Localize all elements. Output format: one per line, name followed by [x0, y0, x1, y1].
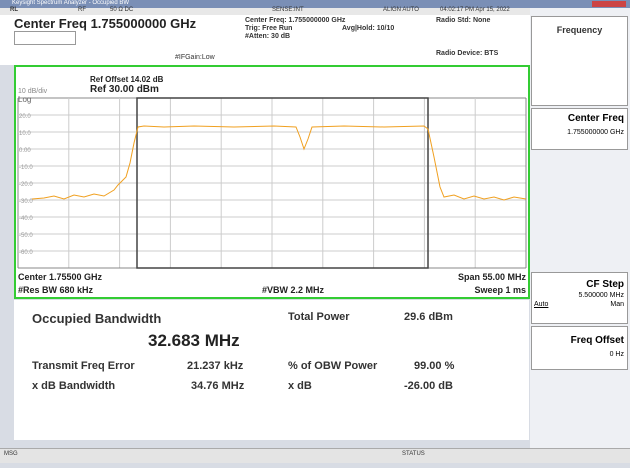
- xdb-label: x dB: [288, 380, 312, 392]
- obw-pct-value: 99.00 %: [414, 360, 455, 372]
- impedance: 50 Ω DC: [110, 7, 134, 13]
- sense: SENSE:INT: [272, 7, 304, 13]
- measurement-box: [136, 97, 429, 269]
- scale: 10 dB/div: [18, 88, 48, 95]
- total-power-value: 29.6 dBm: [404, 311, 453, 323]
- y-axis-label: -50.0: [19, 233, 33, 239]
- res-bw: #Res BW 680 kHz: [18, 285, 94, 295]
- menu-title: Frequency: [531, 16, 628, 106]
- header: [0, 15, 530, 65]
- softkey-value: 1.755000000 GHz: [567, 129, 624, 136]
- atten: #Atten: 30 dB: [245, 33, 291, 40]
- title-bar: [0, 0, 630, 8]
- y-axis-label: -10.0: [19, 165, 33, 171]
- man-option[interactable]: Man: [610, 301, 624, 308]
- time: 04:02:17 PM Apr 15, 2022: [440, 7, 510, 13]
- y-axis-label: -30.0: [19, 199, 33, 205]
- bottom-bar: [0, 448, 630, 463]
- softkey-label: Freq Offset: [570, 335, 624, 346]
- rl: RL: [10, 7, 18, 13]
- softkey-center-freq[interactable]: Center Freq 1.755000000 GHz: [531, 108, 628, 150]
- y-axis-label: 0.00: [19, 148, 31, 154]
- y-axis-label: -40.0: [19, 216, 33, 222]
- total-power-label: Total Power: [288, 311, 350, 323]
- xdb-value: -26.00 dB: [404, 380, 453, 392]
- entry-box[interactable]: [14, 31, 76, 45]
- rf: RF: [78, 7, 86, 13]
- msg: MSG: [4, 451, 18, 457]
- obw-value: 32.683 MHz: [148, 331, 240, 350]
- softkey-cf-step[interactable]: CF Step 5.500000 MHz Auto Man: [531, 272, 628, 324]
- status: STATUS: [402, 451, 425, 457]
- radio-std: Radio Std: None: [436, 17, 491, 24]
- tfe-value: 21.237 kHz: [187, 360, 244, 372]
- y-axis-label: -20.0: [19, 182, 33, 188]
- avg-hold: Avg|Hold: 10/10: [342, 25, 395, 32]
- trig: Trig: Free Run: [245, 25, 293, 32]
- plot: 20.0 10.0 0.00 -10.0 -20.0 -30.0 -40.0 -50.0 -60…: [14, 65, 530, 299]
- softkey-label: CF Step: [586, 279, 624, 290]
- center: Center 1.75500 GHz: [18, 272, 103, 282]
- menu-label: Frequency: [556, 25, 603, 35]
- ref-offset: Ref Offset 14.02 dB: [90, 75, 164, 84]
- sweep: Sweep 1 ms: [474, 285, 526, 295]
- radio-device: Radio Device: BTS: [436, 50, 499, 57]
- y-axis-label: -60.0: [19, 250, 33, 256]
- ifgain: #IFGain:Low: [175, 54, 215, 61]
- center-freq-title: Center Freq 1.755000000 GHz: [14, 16, 197, 31]
- window-controls[interactable]: [592, 1, 626, 7]
- xdb-bw-label: x dB Bandwidth: [32, 380, 116, 392]
- results-panel: [14, 300, 529, 440]
- ref-level: Ref 30.00 dBm: [90, 84, 159, 95]
- tfe-label: Transmit Freq Error: [32, 360, 135, 372]
- y-axis-label: 20.0: [19, 114, 31, 120]
- obw-label: Occupied Bandwidth: [32, 311, 162, 326]
- log: Log: [18, 95, 31, 104]
- obw-pct-label: % of OBW Power: [288, 360, 378, 372]
- status-row: [0, 8, 530, 15]
- cf-info: Center Freq: 1.755000000 GHz: [245, 17, 346, 24]
- auto-option[interactable]: Auto: [534, 301, 549, 308]
- window-title: Keysight Spectrum Analyzer - Occupied BW: [12, 0, 130, 6]
- trace: [31, 125, 527, 201]
- y-axis-label: 10.0: [19, 131, 31, 137]
- vbw: #VBW 2.2 MHz: [262, 285, 325, 295]
- span: Span 55.00 MHz: [458, 272, 527, 282]
- softkey-freq-offset[interactable]: Freq Offset 0 Hz: [531, 326, 628, 370]
- softkey-value: 0 Hz: [609, 351, 624, 358]
- xdb-bw-value: 34.76 MHz: [191, 380, 245, 392]
- align: ALIGN AUTO: [383, 7, 419, 13]
- softkey-value: 5.500000 MHz: [578, 292, 624, 299]
- softkey-label: Center Freq: [567, 113, 624, 124]
